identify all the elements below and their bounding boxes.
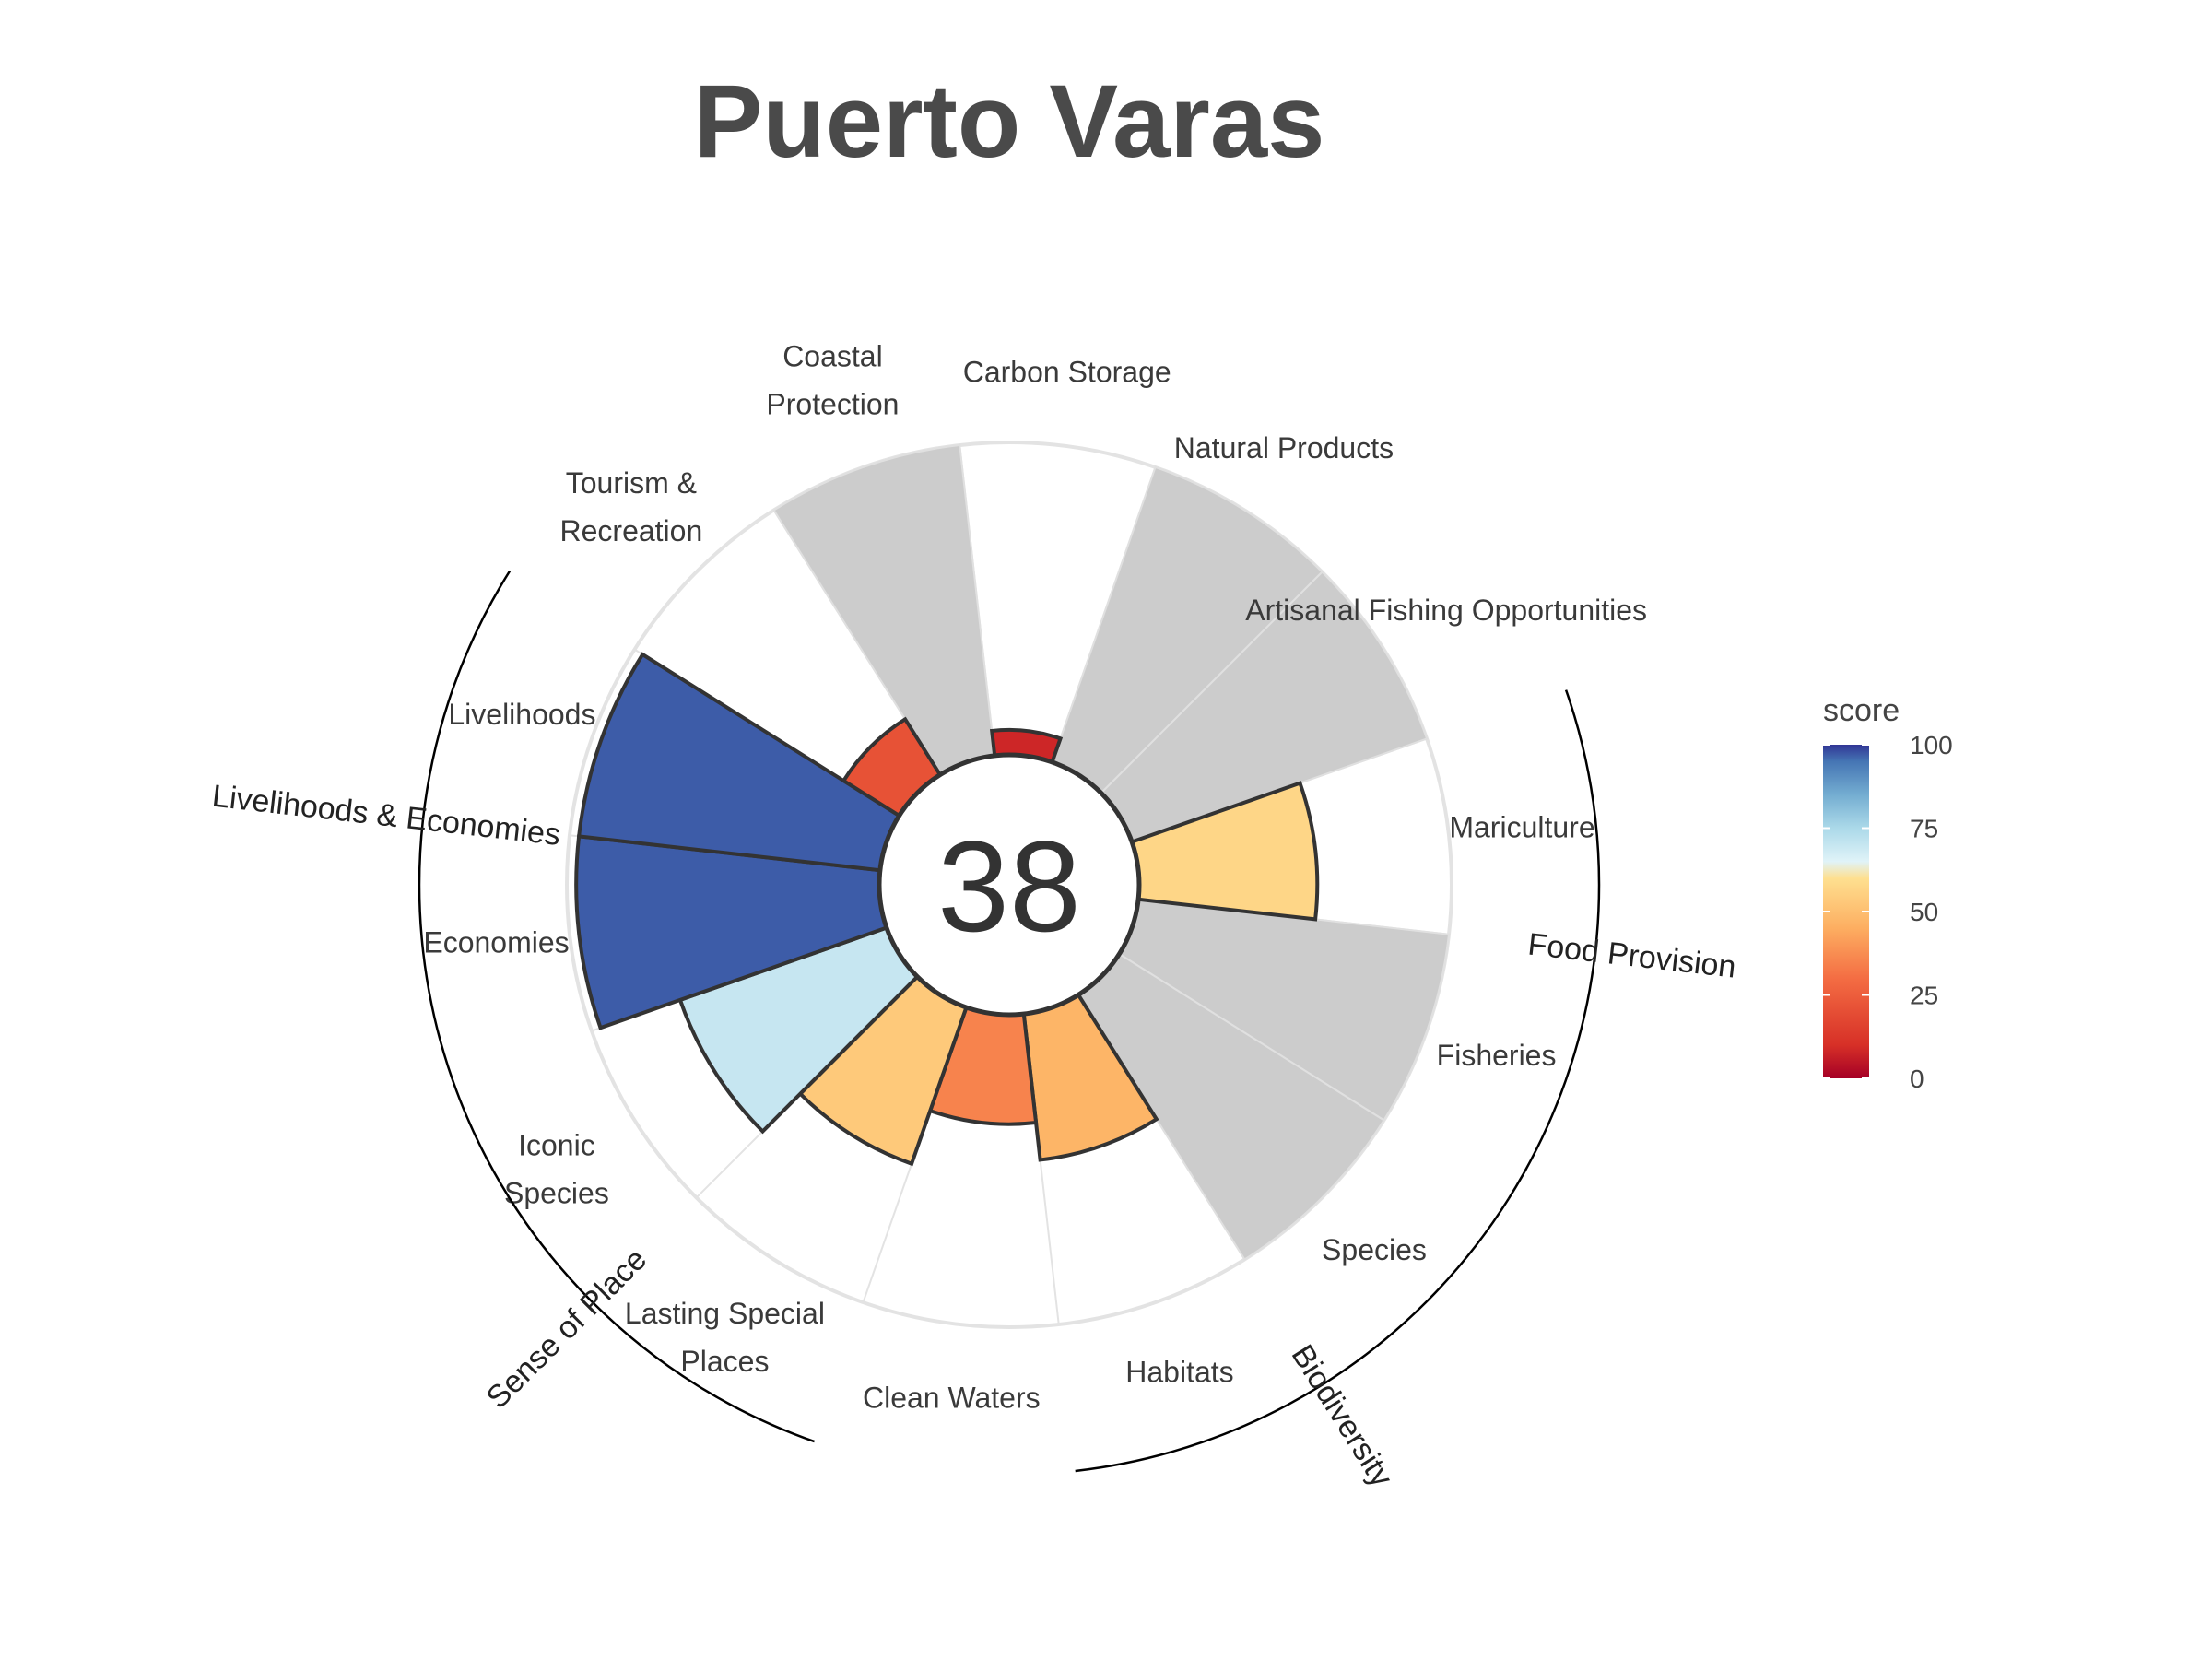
score-petals [574, 652, 1320, 1167]
na-petals [772, 443, 1451, 1261]
petal-label-line: Mariculture [1449, 810, 1594, 843]
group-arc [418, 570, 512, 1080]
petal-label-line: Species [504, 1177, 609, 1210]
petal-label-line: Places [680, 1345, 769, 1378]
chart-title: Puerto Varas [694, 64, 1325, 179]
group-label: Livelihoods & Economies [210, 779, 562, 853]
petal-label-line: Tourism & [566, 466, 697, 500]
petal-label-line: Lasting Special [625, 1297, 825, 1330]
petal-label: Carbon Storage [963, 356, 1171, 389]
petal-label: Natural Products [1174, 431, 1394, 465]
petal-label-line: Fisheries [1437, 1039, 1557, 1072]
legend-tick-label: 100 [1910, 731, 1953, 759]
petal-label-line: Natural Products [1174, 431, 1394, 465]
petal-label-line: Economies [423, 926, 569, 959]
petal-label: Habitats [1125, 1356, 1233, 1389]
group-label: Biodiversity [1285, 1339, 1400, 1493]
petal-label: Mariculture [1449, 810, 1594, 843]
petal-label-line: Livelihoods [448, 698, 595, 731]
legend-tick-label: 0 [1910, 1065, 1924, 1093]
petal-label-line: Artisanal Fishing Opportunities [1245, 594, 1647, 627]
petal-label: Lasting Special Places [625, 1297, 825, 1378]
petal-label: Fisheries [1437, 1039, 1557, 1072]
legend-tick-label: 25 [1910, 982, 1938, 1010]
legend-title: score [1823, 693, 1900, 728]
legend-tick-label: 50 [1910, 898, 1938, 926]
petal-labels: Artisanal Fishing Opportunities Maricultu… [423, 340, 1647, 1415]
petal-label: Iconic Species [504, 1129, 609, 1210]
group-arc [1507, 689, 1601, 1200]
score-legend: score 100 75 50 25 0 [1823, 693, 1953, 1093]
petal-label-line: Protection [766, 388, 899, 421]
group-label: Food Provision [1526, 927, 1738, 985]
petal-label: Tourism & Recreation [560, 466, 703, 547]
petal-label: Clean Waters [863, 1381, 1041, 1414]
petal-label-line: Recreation [560, 514, 703, 547]
legend-tick-label: 75 [1910, 815, 1938, 843]
center-circle: 38 [877, 752, 1142, 1018]
petal-label-line: Iconic [518, 1129, 595, 1162]
legend-colorbar [1823, 745, 1869, 1078]
center-score: 38 [937, 814, 1081, 959]
petal-label-line: Coastal [782, 340, 883, 373]
petal-label: Artisanal Fishing Opportunities [1245, 594, 1647, 627]
petal-label-line: Species [1322, 1233, 1427, 1266]
petal-label-line: Habitats [1125, 1356, 1233, 1389]
group-arc [1075, 1197, 1510, 1473]
petal-label-line: Clean Waters [863, 1381, 1041, 1414]
petal-label: Coastal Protection [766, 340, 899, 421]
petal-label: Species [1322, 1233, 1427, 1266]
petal-label: Economies [423, 926, 569, 959]
group-arc [451, 1078, 816, 1443]
petal-label: Livelihoods [448, 698, 595, 731]
center-disc [877, 752, 1142, 1018]
petal-label-line: Carbon Storage [963, 356, 1171, 389]
